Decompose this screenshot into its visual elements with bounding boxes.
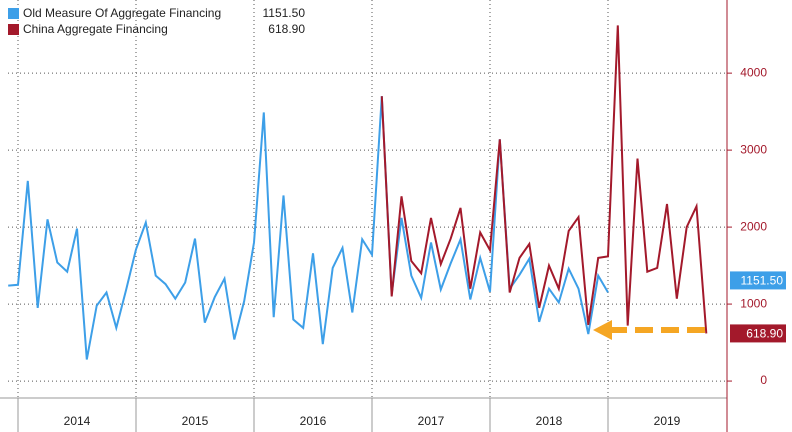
x-tick-label: 2016: [300, 414, 327, 428]
y-tick-label: 4000: [740, 65, 767, 79]
y-tick-label: 2000: [740, 219, 767, 233]
y-tick-label: 1000: [740, 296, 767, 310]
series-line: [8, 96, 609, 360]
last-value-tag: [730, 324, 786, 343]
x-tick-label: 2018: [536, 414, 563, 428]
legend-swatch: [8, 24, 19, 35]
last-value-label: 1151.50: [741, 274, 784, 288]
annotation-arrow: [593, 320, 705, 340]
y-tick-label: 0: [760, 373, 767, 387]
x-tick-label: 2017: [418, 414, 445, 428]
legend-value: 618.90: [268, 22, 305, 36]
last-value-tag: [730, 271, 786, 290]
series-line: [380, 25, 708, 334]
legend-swatch: [8, 8, 19, 19]
legend-label: China Aggregate Financing: [23, 22, 168, 36]
last-value-label: 618.90: [746, 327, 783, 341]
y-tick-label: 3000: [740, 142, 767, 156]
legend-value: 1151.50: [263, 6, 306, 20]
x-tick-label: 2014: [64, 414, 91, 428]
legend-label: Old Measure Of Aggregate Financing: [23, 6, 221, 20]
x-tick-label: 2019: [654, 414, 681, 428]
x-tick-label: 2015: [182, 414, 209, 428]
